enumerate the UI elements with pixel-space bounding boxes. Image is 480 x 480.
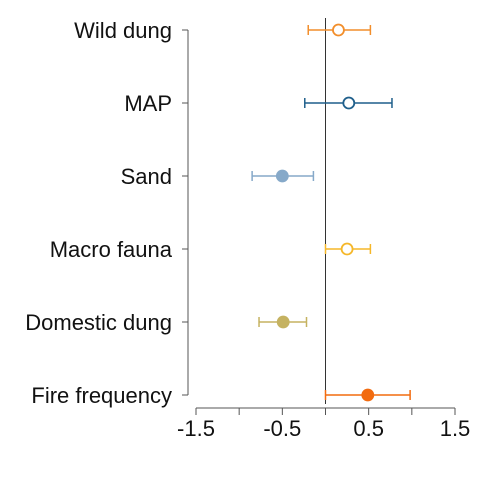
point-estimate <box>340 242 354 256</box>
estimate-domestic-dung <box>258 315 308 329</box>
x-tick-label: -1.5 <box>177 416 215 441</box>
estimate-fire-frequency <box>324 388 411 402</box>
estimate-macro-fauna <box>324 242 372 256</box>
marks <box>251 23 411 402</box>
y-tick-label: Wild dung <box>74 18 172 43</box>
estimate-wild-dung <box>307 23 372 37</box>
x-tick-label: 1.5 <box>440 416 471 441</box>
y-tick-label: Macro fauna <box>50 237 173 262</box>
estimate-sand <box>251 169 315 183</box>
point-estimate <box>276 315 290 329</box>
y-tick-label: Fire frequency <box>31 383 172 408</box>
point-estimate <box>275 169 289 183</box>
point-estimate <box>332 23 345 37</box>
estimate-map <box>304 96 393 110</box>
point-estimate <box>361 388 375 402</box>
axes: Wild dung MAP Sand Macro fauna Domestic dung… <box>25 18 470 441</box>
x-tick-label: -0.5 <box>263 416 301 441</box>
x-tick-label: 0.5 <box>353 416 384 441</box>
point-estimate <box>342 96 356 110</box>
y-tick-label: Domestic dung <box>25 310 172 335</box>
y-tick-label: Sand <box>121 164 172 189</box>
y-tick-label: MAP <box>124 91 172 116</box>
